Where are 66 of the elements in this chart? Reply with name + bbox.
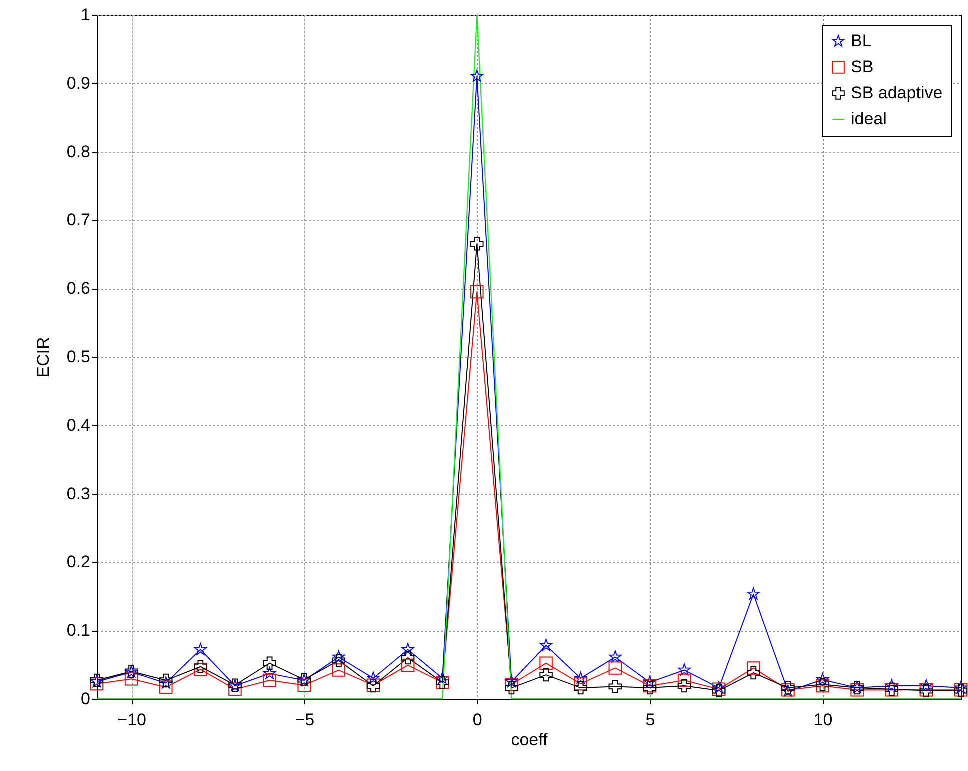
point [886,679,898,692]
point [678,664,691,676]
point [159,680,173,694]
point [332,664,346,677]
point [920,679,933,692]
point [470,70,484,82]
x-tick-label: 0 [472,710,482,730]
point [574,677,588,691]
point [678,679,692,693]
point [401,658,415,672]
legend-label: ideal [851,110,887,128]
point [505,681,518,695]
x-tick-label: −10 [118,710,146,730]
y-tick-label: 0.3 [66,484,90,504]
y-tick-label: 0.9 [66,74,90,93]
point [747,666,760,680]
point [367,672,380,684]
legend-label: SB adaptive [851,84,943,102]
point [332,650,346,663]
point [816,673,830,686]
point [194,660,208,674]
point [954,681,968,694]
point [574,681,588,695]
point [470,285,484,299]
y-axis-title: ECIR [34,337,53,378]
point [608,680,622,694]
point [124,672,138,686]
y-tick-label: 0.7 [66,210,90,230]
y-tick-label: 0.6 [66,279,90,298]
point [644,676,656,688]
point [263,674,276,688]
y-tick-label: 0.5 [66,348,90,366]
point [263,656,276,670]
point [228,682,242,696]
point [263,667,276,680]
point [608,662,622,675]
point [540,656,553,670]
y-tick-label: 0 [81,690,90,708]
point [712,681,726,694]
point [194,643,208,656]
x-tick-label: 5 [646,710,656,730]
y-tick-label: 0.2 [66,552,90,572]
legend-label: BL [851,32,872,50]
x-tick-label: 10 [814,710,833,730]
point [332,654,346,668]
point [609,650,622,663]
y-tick-label: 1 [81,6,90,24]
point [540,639,553,652]
point [401,651,415,665]
point [678,674,692,688]
point [402,643,414,656]
x-axis-title: coeff [511,730,548,750]
point [747,662,760,675]
point [505,675,518,688]
legend-label: SB [851,58,874,76]
point [160,676,172,689]
point [470,238,484,251]
point [298,678,311,692]
x-tick-label: −5 [295,710,315,730]
point [574,672,588,684]
point [747,588,760,600]
point [436,672,449,684]
y-tick-label: 0.1 [66,621,90,640]
point [540,668,553,682]
y-tick-label: 0.4 [66,416,90,435]
y-tick-label: 0.8 [66,142,90,162]
